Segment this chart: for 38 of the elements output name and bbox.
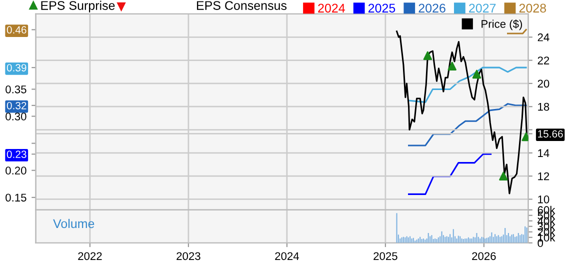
point <box>499 172 508 180</box>
y-tick-label: 0.35 <box>6 85 26 94</box>
y-tick-label: 0.30 <box>6 112 26 120</box>
y2-tick-label: 10 <box>538 195 550 204</box>
legend-label: 2026 <box>418 4 446 13</box>
y2-tick-label: 15.66 <box>538 130 563 138</box>
x-tick-label: 2022 <box>78 252 102 260</box>
y2-tick-label: 18 <box>538 102 550 111</box>
legend-label: 2024 <box>318 4 345 13</box>
legend-title: EPS Consensus <box>196 1 287 10</box>
y-tick-label: 0.20 <box>6 166 26 175</box>
legend-label: 2025 <box>368 4 396 13</box>
x-tick-label: 2024 <box>275 252 299 260</box>
x-tick-label: 2026 <box>472 252 496 260</box>
y-tick-label: 0.46 <box>6 26 26 34</box>
legend-label: EPS Surprise <box>41 0 115 12</box>
point <box>448 62 456 70</box>
y2-tick-label: 24 <box>538 33 550 42</box>
y2-tick-label: 0 <box>538 239 544 248</box>
legend-label: 2028 <box>519 4 546 13</box>
point <box>423 51 432 60</box>
y2-tick-label: 20 <box>538 80 550 88</box>
y-tick-label: 0.23 <box>6 150 26 158</box>
point <box>472 70 482 79</box>
line-series <box>408 66 527 103</box>
y-tick-label: 0.39 <box>6 64 26 72</box>
y-tick-label: 0.32 <box>6 102 26 110</box>
annotation: Volume <box>53 218 94 228</box>
line-series <box>396 30 528 194</box>
x-tick-label: 2025 <box>374 252 398 260</box>
y-tick-label: 0.15 <box>6 194 26 202</box>
y2-tick-label: 12 <box>538 172 550 180</box>
x-tick-label: 2023 <box>176 252 200 260</box>
legend-label: 2027 <box>469 4 496 13</box>
y2-tick-label: 22 <box>538 56 550 64</box>
line-series <box>408 103 527 146</box>
legend-label: Price ($) <box>482 20 522 30</box>
y2-tick-label: 14 <box>538 149 550 157</box>
